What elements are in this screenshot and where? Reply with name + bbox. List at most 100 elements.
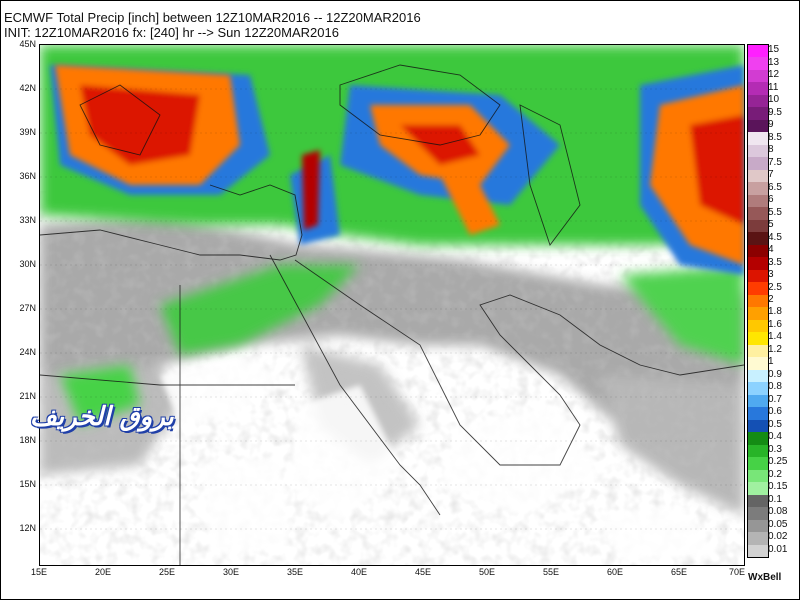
- colorbar-label: 0.08: [768, 506, 788, 518]
- wxbell-credit: WxBell: [748, 572, 782, 583]
- colorbar-swatch: [748, 332, 768, 346]
- lat-label: 36N: [19, 171, 36, 181]
- colorbar-label: 2: [768, 294, 774, 305]
- colorbar-swatch: [748, 494, 768, 508]
- lon-label: 40E: [350, 567, 368, 577]
- title-line-2: INIT: 12Z10MAR2016 fx: [240] hr --> Sun …: [4, 25, 339, 40]
- colorbar-label: 0.25: [768, 456, 788, 468]
- colorbar-swatch: [748, 544, 768, 558]
- colorbar-label: 8: [768, 144, 774, 156]
- colorbar-swatch: [748, 482, 768, 496]
- colorbar-swatch: [748, 132, 768, 146]
- lon-label: 20E: [94, 567, 112, 577]
- colorbar-swatch: [748, 194, 768, 208]
- colorbar-swatch: [748, 82, 768, 96]
- colorbar-swatch: [748, 257, 768, 271]
- colorbar-label: 0.9: [768, 368, 782, 380]
- colorbar-swatch: [748, 207, 768, 221]
- map-title: ECMWF Total Precip [inch] between 12Z10M…: [4, 10, 421, 40]
- colorbar-label: 1.8: [768, 306, 782, 318]
- colorbar-swatch: [748, 294, 768, 308]
- colorbar: [747, 44, 769, 558]
- lat-label: 30N: [19, 259, 36, 269]
- colorbar-swatch: [748, 169, 768, 183]
- colorbar-swatch: [748, 382, 768, 396]
- lon-label: 60E: [606, 567, 624, 577]
- lat-label: 42N: [19, 83, 36, 93]
- colorbar-swatch: [748, 532, 768, 545]
- colorbar-swatch: [748, 144, 768, 158]
- lon-label: 55E: [542, 567, 560, 577]
- colorbar-label: 1.6: [768, 318, 782, 330]
- colorbar-label: 2.5: [768, 281, 782, 293]
- colorbar-swatch: [748, 182, 768, 196]
- lat-label: 24N: [19, 347, 36, 357]
- colorbar-label: 0.05: [768, 518, 788, 530]
- lon-label: 45E: [414, 567, 432, 577]
- colorbar-label: 12: [768, 69, 780, 81]
- colorbar-swatch: [748, 394, 768, 408]
- colorbar-label: 15: [768, 44, 780, 56]
- lon-label: 35E: [286, 567, 304, 577]
- colorbar-label: 0.5: [768, 418, 782, 430]
- graticule: [40, 88, 744, 530]
- colorbar-swatch: [748, 219, 768, 233]
- colorbar-label: 0.7: [768, 393, 782, 405]
- lon-label: 25E: [158, 567, 176, 577]
- colorbar-swatch: [748, 307, 768, 321]
- colorbar-label: 0.6: [768, 406, 782, 418]
- colorbar-swatch: [748, 457, 768, 471]
- lon-label: 15E: [30, 567, 48, 577]
- lat-label: 21N: [19, 391, 36, 401]
- colorbar-swatch: [748, 157, 768, 171]
- colorbar-swatch: [748, 419, 768, 433]
- colorbar-label: 3.5: [768, 256, 782, 268]
- colorbar-swatch: [748, 45, 768, 58]
- colorbar-swatch: [748, 94, 768, 108]
- colorbar-swatch: [748, 244, 768, 258]
- colorbar-swatch: [748, 469, 768, 483]
- colorbar-label: 0.3: [768, 443, 782, 455]
- colorbar-label: 1.2: [768, 343, 782, 355]
- colorbar-label: 7: [768, 169, 774, 181]
- colorbar-label: 0.01: [768, 543, 788, 555]
- colorbar-label: 5.5: [768, 206, 782, 218]
- colorbar-label: 0.15: [768, 481, 788, 493]
- colorbar-label: 1: [768, 356, 774, 368]
- lon-label: 30E: [222, 567, 240, 577]
- colorbar-swatch: [748, 344, 768, 358]
- precip-fields: [40, 45, 744, 565]
- colorbar-label: 0.1: [768, 493, 782, 505]
- colorbar-label: 8.5: [768, 131, 782, 143]
- colorbar-label: 0.2: [768, 468, 782, 480]
- colorbar-swatch: [748, 57, 768, 71]
- watermark-logo: بروق الخريف: [30, 402, 174, 432]
- colorbar-label: 11: [768, 81, 779, 93]
- lat-label: 12N: [19, 523, 36, 533]
- colorbar-label: 13: [768, 56, 780, 68]
- lat-label: 27N: [19, 303, 36, 313]
- colorbar-label: 0.4: [768, 431, 782, 443]
- lon-label: 65E: [670, 567, 688, 577]
- colorbar-label: 7.5: [768, 156, 782, 168]
- title-line-1: ECMWF Total Precip [inch] between 12Z10M…: [4, 10, 421, 25]
- coastlines: [40, 64, 744, 565]
- lon-label: 70E: [728, 567, 746, 577]
- lat-label: 33N: [19, 215, 36, 225]
- colorbar-label: 10: [768, 94, 780, 106]
- colorbar-label: 9.5: [768, 106, 782, 118]
- colorbar-label: 4.5: [768, 231, 782, 243]
- colorbar-label: 4: [768, 244, 774, 256]
- lat-label: 39N: [19, 127, 36, 137]
- colorbar-label: 3: [768, 269, 774, 281]
- colorbar-label: 1.4: [768, 331, 782, 343]
- lon-label: 50E: [478, 567, 496, 577]
- colorbar-label: 9: [768, 119, 774, 131]
- colorbar-swatch: [748, 357, 768, 371]
- colorbar-swatch: [748, 369, 768, 383]
- colorbar-swatch: [748, 269, 768, 283]
- colorbar-swatch: [748, 69, 768, 83]
- colorbar-label: 5: [768, 219, 774, 231]
- colorbar-swatch: [748, 282, 768, 296]
- precip-map: [39, 44, 745, 566]
